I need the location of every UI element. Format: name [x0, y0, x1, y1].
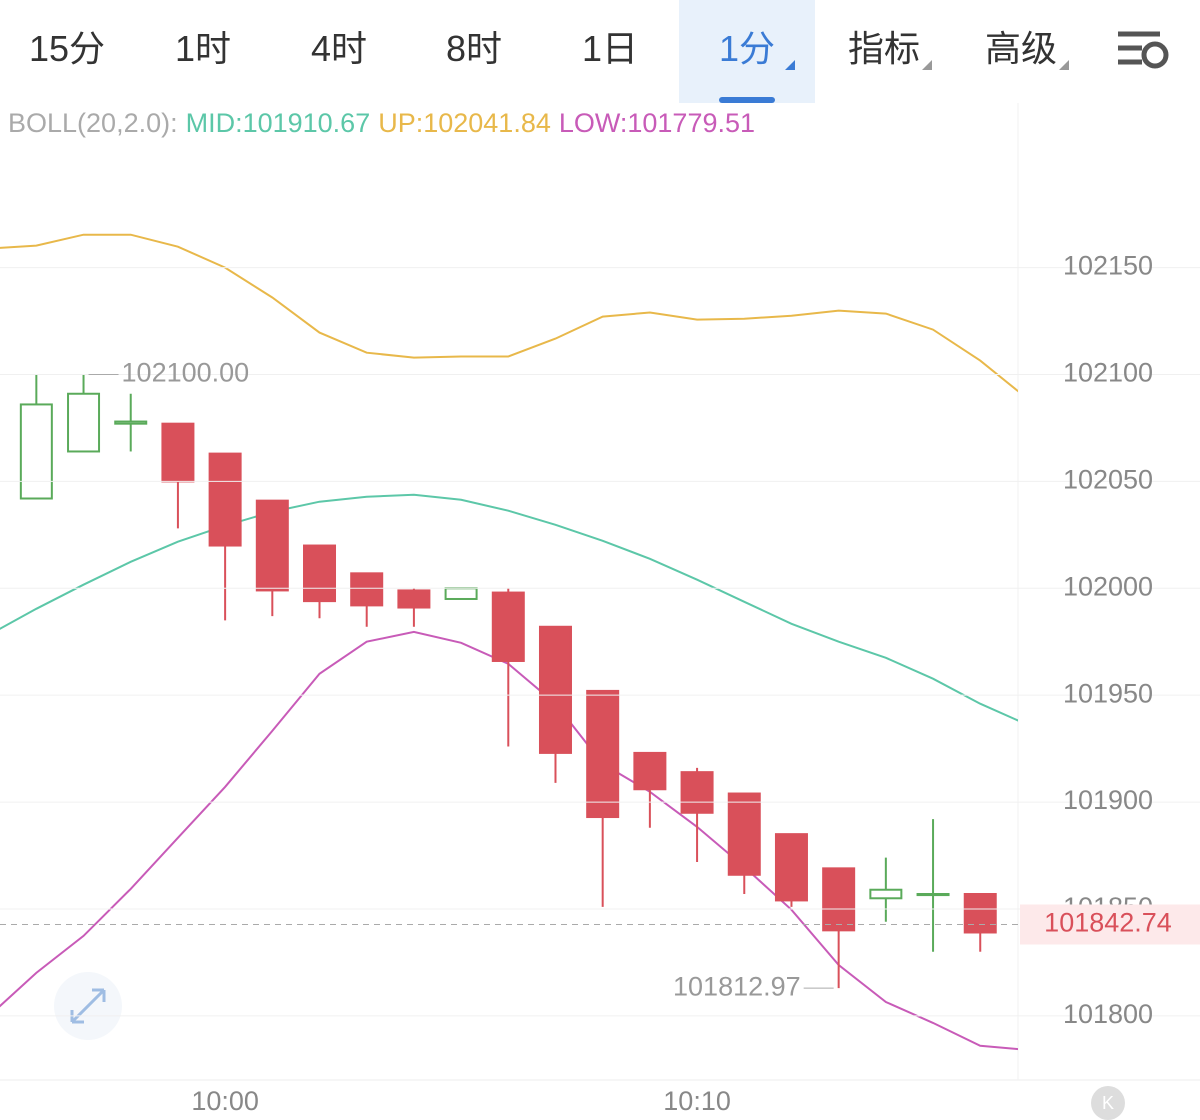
dropdown-arrow [922, 60, 932, 70]
y-tick-label: 102050 [1063, 465, 1153, 495]
x-tick-label: 10:00 [191, 1086, 259, 1116]
band-line [0, 630, 1018, 1051]
candle-body [255, 499, 289, 592]
svg-text:K: K [1102, 1093, 1114, 1113]
indicator-value: MID:101910.67 [185, 108, 371, 138]
candle-body [916, 893, 950, 897]
expand-icon [54, 972, 122, 1040]
candle-body [67, 392, 101, 453]
active-underline [719, 97, 775, 103]
tab[interactable]: 15分 [28, 28, 106, 69]
band-line [0, 233, 1018, 393]
indicator-label: BOLL(20,2.0): [8, 108, 178, 138]
y-tick-label: 101900 [1063, 785, 1153, 815]
candle-body [491, 591, 525, 662]
candle-body [633, 751, 667, 791]
candle-body [727, 792, 761, 876]
y-tick-label: 102150 [1063, 251, 1153, 281]
tab[interactable]: 1时 [174, 28, 232, 69]
indicator-line: BOLL(20,2.0): MID:101910.67 UP:102041.84 LO… [8, 108, 755, 139]
indicator-value: UP:102041.84 [378, 108, 551, 138]
y-tick-label: 101950 [1063, 678, 1153, 708]
tab[interactable]: 4时 [310, 28, 368, 69]
candle-body [822, 867, 856, 932]
candle-body [869, 888, 903, 900]
y-tick-label: 102000 [1063, 571, 1153, 601]
candle-body [303, 544, 337, 603]
candle-body [161, 422, 195, 483]
tab[interactable]: 1分 [679, 0, 815, 103]
tab[interactable]: 1日 [581, 28, 639, 69]
candle-body [538, 625, 572, 754]
tab[interactable]: 高级 [984, 28, 1057, 69]
candle-body [774, 833, 808, 902]
back-icon: K [1091, 1086, 1125, 1120]
band-line [0, 493, 1018, 722]
annotation-label: 102100.00 [122, 358, 250, 388]
settings-icon[interactable] [1118, 31, 1169, 69]
candle-body [350, 572, 384, 607]
candle-body [680, 771, 714, 814]
y-tick-label: 101800 [1063, 999, 1153, 1029]
indicator-value: LOW:101779.51 [558, 108, 756, 138]
dropdown-arrow [785, 60, 795, 70]
candle-body [586, 689, 620, 819]
candle-body [208, 452, 242, 547]
annotation-label: 101812.97 [673, 971, 801, 1001]
tab-bar: 15分 1时 4时 8时 1日 1分 指标 高级 [0, 0, 1200, 103]
last-price-label: 101842.74 [1044, 908, 1172, 938]
dropdown-arrow [1059, 60, 1069, 70]
candle-body [114, 420, 148, 425]
candle-body [963, 893, 997, 934]
candle-body [397, 589, 431, 609]
x-tick-label: 10:10 [663, 1086, 731, 1116]
tab[interactable]: 8时 [445, 28, 503, 69]
tab[interactable]: 指标 [847, 28, 920, 69]
candle-body [19, 403, 53, 500]
candle-body [444, 587, 478, 600]
y-tick-label: 102100 [1063, 358, 1153, 388]
last-price-box [1020, 904, 1200, 945]
